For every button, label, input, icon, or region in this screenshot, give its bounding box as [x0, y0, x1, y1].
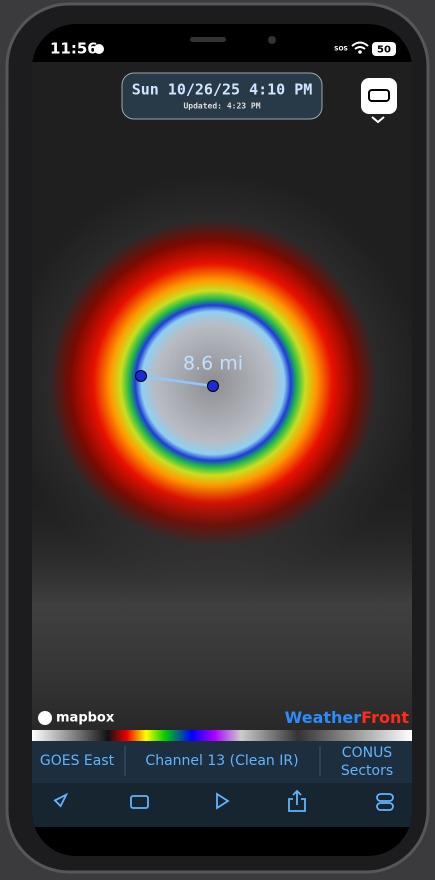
settings-button[interactable]: [376, 793, 394, 802]
sector-button[interactable]: CONUS Sectors: [340, 745, 394, 779]
toolbar: [32, 741, 412, 783]
camera: [268, 36, 276, 44]
measure-start[interactable]: [135, 370, 147, 382]
battery: [372, 42, 396, 56]
mapbox-logo: [38, 711, 52, 725]
measure-label: 8.6 mi: [183, 353, 243, 375]
time: 11:56: [50, 40, 98, 58]
brand: WeatherFront: [285, 708, 410, 727]
sector-wrap: CONUS Sectors: [340, 745, 394, 779]
brand-1: Weather: [285, 708, 362, 727]
measure-line: [140, 374, 214, 388]
satellite-button[interactable]: GOES East: [40, 753, 115, 769]
wifi-dot: [358, 50, 362, 54]
mapbox: mapbox: [56, 711, 115, 726]
notch: [118, 24, 318, 62]
map-clouds: [32, 480, 412, 730]
brand-2: Front: [361, 708, 409, 727]
date: Sun 10/26/25 4:10 PM: [132, 81, 313, 99]
layers-button[interactable]: [130, 795, 149, 809]
measure-end[interactable]: [207, 380, 219, 392]
wifi-icon: [351, 41, 369, 50]
chevron: [371, 116, 385, 124]
share-button[interactable]: [288, 789, 306, 812]
battery-level: 50: [377, 45, 391, 56]
location-button[interactable]: [53, 792, 69, 808]
color-bar: [32, 730, 412, 741]
date-box[interactable]: [121, 72, 323, 120]
ruler-icon: [368, 89, 390, 102]
ruler-button[interactable]: [361, 78, 397, 114]
sos: SOS: [334, 46, 348, 53]
settings-icon: [94, 44, 104, 54]
channel-button[interactable]: Channel 13 (Clean IR): [145, 753, 298, 769]
speaker: [190, 37, 226, 42]
updated: Updated: 4:23 PM: [183, 102, 260, 111]
play-button[interactable]: [216, 792, 230, 810]
